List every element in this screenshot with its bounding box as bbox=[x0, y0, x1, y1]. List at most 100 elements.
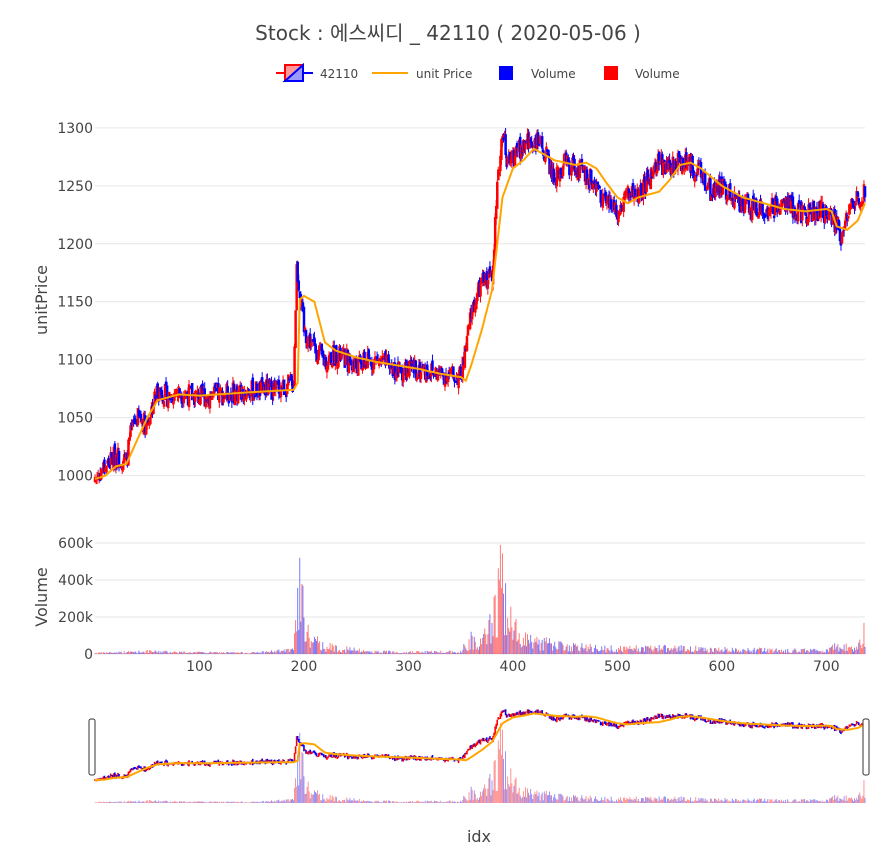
volume-bar[interactable] bbox=[746, 651, 748, 654]
candlestick[interactable] bbox=[693, 175, 696, 188]
volume-bar[interactable] bbox=[211, 653, 213, 654]
volume-bar[interactable] bbox=[799, 652, 801, 654]
candlestick[interactable] bbox=[619, 201, 622, 216]
volume-bar[interactable] bbox=[744, 650, 746, 654]
volume-bar[interactable] bbox=[141, 652, 143, 654]
volume-bar[interactable] bbox=[424, 650, 426, 654]
volume-bar[interactable] bbox=[575, 643, 577, 654]
volume-bar[interactable] bbox=[310, 640, 312, 654]
volume-bar[interactable] bbox=[250, 652, 252, 654]
volume-bar[interactable] bbox=[846, 650, 848, 654]
volume-bar[interactable] bbox=[471, 635, 473, 654]
volume-bar[interactable] bbox=[226, 651, 228, 654]
volume-bar[interactable] bbox=[155, 650, 157, 654]
volume-bar[interactable] bbox=[582, 647, 584, 654]
candlestick[interactable] bbox=[750, 198, 754, 224]
volume-bar[interactable] bbox=[177, 652, 179, 654]
volume-bar[interactable] bbox=[190, 653, 192, 654]
volume-bar[interactable] bbox=[163, 651, 165, 654]
volume-bar[interactable] bbox=[544, 641, 546, 654]
volume-bar[interactable] bbox=[161, 653, 163, 654]
volume-bar[interactable] bbox=[704, 647, 706, 654]
volume-bar[interactable] bbox=[239, 652, 241, 654]
volume-bar[interactable] bbox=[742, 649, 744, 654]
volume-bar[interactable] bbox=[205, 653, 207, 654]
range-slider-handle-left[interactable] bbox=[88, 718, 96, 776]
candlestick[interactable] bbox=[856, 191, 859, 198]
volume-bar[interactable] bbox=[454, 652, 456, 654]
volume-bar[interactable] bbox=[542, 650, 544, 654]
volume-bar[interactable] bbox=[643, 647, 644, 654]
volume-bar[interactable] bbox=[411, 653, 413, 654]
volume-bar[interactable] bbox=[812, 649, 814, 654]
volume-bar[interactable] bbox=[300, 621, 302, 654]
volume-bar[interactable] bbox=[654, 646, 656, 654]
candlestick[interactable] bbox=[609, 195, 613, 213]
volume-bar[interactable] bbox=[218, 652, 220, 654]
volume-bar[interactable] bbox=[416, 650, 418, 654]
volume-bar[interactable] bbox=[170, 653, 172, 654]
volume-bar[interactable] bbox=[616, 651, 618, 654]
volume-bar[interactable] bbox=[341, 652, 343, 654]
volume-bar[interactable] bbox=[570, 646, 572, 654]
volume-bar[interactable] bbox=[295, 620, 297, 654]
volume-bar[interactable] bbox=[574, 644, 576, 654]
candlestick[interactable] bbox=[162, 399, 166, 410]
volume-bar[interactable] bbox=[405, 652, 407, 654]
volume-bar[interactable] bbox=[223, 652, 224, 654]
candlestick[interactable] bbox=[337, 350, 340, 369]
volume-bar[interactable] bbox=[284, 652, 286, 654]
volume-bar[interactable] bbox=[487, 634, 489, 654]
volume-bar[interactable] bbox=[793, 649, 795, 654]
volume-bar[interactable] bbox=[266, 652, 268, 654]
candlestick[interactable] bbox=[452, 366, 455, 380]
volume-bar[interactable] bbox=[98, 652, 100, 654]
volume-bar[interactable] bbox=[436, 651, 438, 654]
volume-bar[interactable] bbox=[612, 652, 614, 654]
volume-bar[interactable] bbox=[407, 652, 409, 654]
volume-bar[interactable] bbox=[762, 651, 764, 654]
volume-bar[interactable] bbox=[494, 594, 496, 654]
volume-bar[interactable] bbox=[371, 651, 373, 654]
volume-bar[interactable] bbox=[679, 651, 681, 654]
volume-bar[interactable] bbox=[108, 653, 110, 654]
candlestick[interactable] bbox=[561, 163, 565, 179]
volume-bar[interactable] bbox=[159, 652, 161, 654]
volume-bar[interactable] bbox=[491, 623, 493, 654]
volume-bar[interactable] bbox=[148, 650, 150, 654]
volume-bar[interactable] bbox=[206, 653, 208, 654]
volume-bar[interactable] bbox=[463, 644, 465, 654]
volume-bar[interactable] bbox=[821, 650, 823, 654]
volume-bar[interactable] bbox=[615, 649, 617, 654]
candlestick[interactable] bbox=[593, 176, 596, 185]
volume-bar[interactable] bbox=[754, 652, 756, 654]
volume-bar[interactable] bbox=[382, 651, 384, 654]
volume-bar[interactable] bbox=[451, 650, 453, 654]
volume-bar[interactable] bbox=[389, 650, 391, 654]
volume-bar[interactable] bbox=[380, 652, 382, 654]
volume-bar[interactable] bbox=[833, 649, 835, 654]
legend-item-ma[interactable]: unit Price bbox=[372, 67, 472, 81]
volume-bar[interactable] bbox=[697, 651, 699, 654]
volume-bar[interactable] bbox=[317, 636, 319, 654]
volume-bar[interactable] bbox=[600, 650, 602, 654]
volume-bar[interactable] bbox=[647, 646, 649, 654]
volume-bar[interactable] bbox=[294, 633, 296, 654]
volume-bar[interactable] bbox=[539, 650, 541, 654]
volume-bar[interactable] bbox=[815, 650, 817, 654]
volume-bar[interactable] bbox=[313, 636, 315, 654]
volume-bar[interactable] bbox=[444, 653, 446, 654]
volume-bar[interactable] bbox=[234, 653, 236, 654]
volume-bar[interactable] bbox=[827, 651, 829, 654]
candlestick[interactable] bbox=[349, 357, 353, 366]
volume-bar[interactable] bbox=[140, 652, 142, 654]
volume-bar[interactable] bbox=[587, 646, 589, 654]
volume-bar[interactable] bbox=[854, 647, 856, 654]
volume-bar[interactable] bbox=[765, 651, 767, 654]
volume-bar[interactable] bbox=[388, 650, 390, 654]
volume-bar[interactable] bbox=[621, 650, 623, 654]
volume-bar[interactable] bbox=[534, 638, 536, 654]
volume-bar[interactable] bbox=[673, 648, 675, 654]
volume-bar[interactable] bbox=[158, 650, 160, 654]
volume-bar[interactable] bbox=[126, 652, 128, 654]
